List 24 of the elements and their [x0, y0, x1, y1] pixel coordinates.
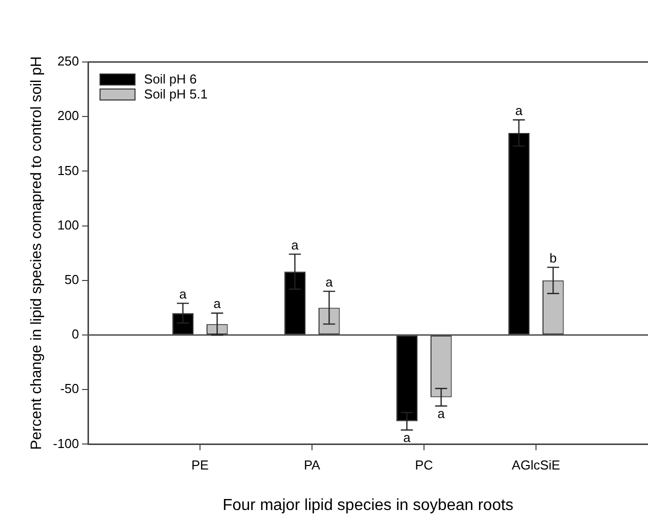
y-tick-label: 100	[57, 217, 80, 232]
y-tick-label: 0	[72, 326, 80, 342]
data-label: a	[403, 430, 412, 446]
y-tick-label: 50	[64, 272, 80, 287]
x-tick-label: PA	[304, 458, 321, 473]
x-tick-label: PE	[191, 458, 210, 473]
y-tick-label: -100	[52, 436, 80, 451]
data-label: a	[438, 406, 446, 422]
x-tick-label: PC	[414, 458, 434, 473]
y-tick-label: -50	[60, 381, 80, 396]
y-axis-title: Percent change in lipid species comapred to control soil pH	[28, 56, 46, 450]
y-tick-label: 200	[57, 108, 80, 124]
y-tick-label: 150	[57, 162, 80, 178]
legend-label: Soil pH 5.1	[144, 86, 208, 102]
legend-label: Soil pH 6	[144, 72, 197, 87]
data-label: a	[179, 286, 188, 302]
x-tick-label: AGlcSiE	[512, 458, 561, 473]
data-label: a	[214, 296, 222, 312]
data-label: b	[550, 250, 557, 266]
data-label: a	[291, 237, 300, 252]
data-label: a	[515, 102, 524, 118]
x-axis-title: Four major lipid species in soybean roots	[222, 496, 514, 514]
y-tick-label: 250	[57, 54, 80, 69]
data-label: a	[326, 274, 334, 290]
